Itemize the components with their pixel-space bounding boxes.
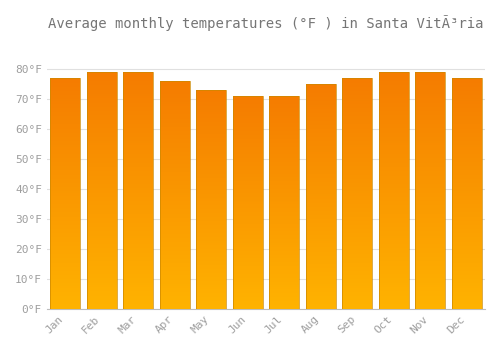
Bar: [379, 72, 408, 309]
Bar: [342, 78, 372, 309]
Bar: [50, 78, 80, 309]
Title: Average monthly temperatures (°F ) in Santa VitÃ³ria: Average monthly temperatures (°F ) in Sa…: [48, 15, 484, 31]
Bar: [306, 84, 336, 309]
Bar: [123, 72, 153, 309]
Bar: [160, 81, 190, 309]
Bar: [196, 90, 226, 309]
Bar: [416, 72, 445, 309]
Bar: [269, 96, 299, 309]
Bar: [452, 78, 482, 309]
Bar: [86, 72, 117, 309]
Bar: [232, 96, 262, 309]
